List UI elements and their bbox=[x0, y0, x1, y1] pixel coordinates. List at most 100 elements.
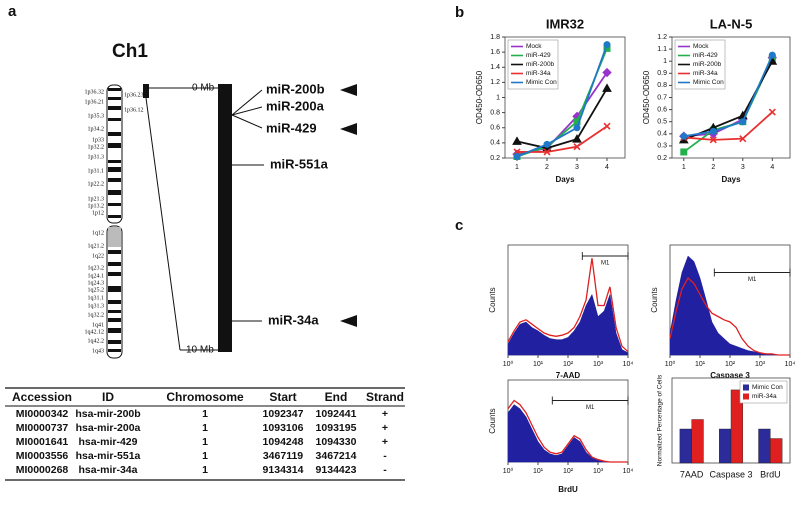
table-cell: 1 bbox=[202, 422, 208, 434]
legend-label: miR-200b bbox=[526, 61, 555, 68]
table-cell: + bbox=[382, 422, 388, 434]
table-cell: 1 bbox=[202, 408, 208, 420]
x-tick-label: 3 bbox=[741, 164, 745, 171]
band-label: 1q41 bbox=[92, 322, 104, 328]
gate bbox=[713, 268, 791, 277]
band-label: 1q21.2 bbox=[88, 243, 105, 249]
ideogram bbox=[106, 84, 123, 359]
band bbox=[108, 340, 121, 344]
series-line bbox=[517, 125, 608, 153]
chart: 10⁰ 10¹ 10² 10³ 10⁴ M1 7-AAD Counts bbox=[488, 244, 633, 380]
y-tick-label: 0.8 bbox=[657, 82, 667, 89]
band-label: 1p36.21 bbox=[85, 99, 105, 105]
scale-bar bbox=[218, 84, 232, 352]
band bbox=[108, 203, 121, 206]
chart: 0.2 0.4 0.6 0.8 1 1.2 1.4 1.6 1.8 1 2 3 4 Mock miR-429… bbox=[475, 16, 626, 184]
band bbox=[108, 349, 121, 352]
band bbox=[108, 132, 121, 136]
band bbox=[108, 300, 121, 304]
marker bbox=[709, 136, 717, 144]
band-label: 1q42.2 bbox=[88, 338, 105, 344]
band-label: 1q32.2 bbox=[88, 312, 105, 318]
band bbox=[108, 167, 121, 172]
marker bbox=[768, 51, 776, 59]
band-label: 1p12 bbox=[92, 210, 104, 216]
band-label: 1q24.1 bbox=[88, 273, 105, 279]
marker bbox=[543, 148, 551, 156]
table-header: End bbox=[325, 390, 348, 404]
bar bbox=[719, 428, 732, 464]
table-cell: 1092441 bbox=[316, 408, 357, 420]
marker bbox=[543, 140, 551, 148]
marker bbox=[739, 135, 747, 143]
y-tick-label: 0.8 bbox=[490, 109, 500, 116]
y-tick-label: 0.3 bbox=[657, 143, 667, 150]
bar bbox=[770, 438, 783, 464]
band-label: 1p35.3 bbox=[88, 113, 105, 119]
band bbox=[108, 97, 121, 100]
band bbox=[108, 250, 121, 254]
x-tick-label: Caspase 3 bbox=[709, 469, 752, 479]
x-tick-label: 10⁰ bbox=[503, 360, 514, 368]
x-tick-label: BrdU bbox=[760, 469, 781, 479]
band bbox=[108, 106, 121, 110]
band-label: 1p36.12 bbox=[124, 107, 144, 113]
table-cell: 3467214 bbox=[316, 450, 357, 462]
arrowhead bbox=[340, 84, 357, 96]
table-cell: 1094330 bbox=[316, 436, 357, 448]
ideogram-title: Ch1 bbox=[112, 41, 148, 62]
y-tick-label: 0.9 bbox=[657, 70, 667, 77]
legend-label: miR-429 bbox=[693, 52, 718, 59]
y-tick-label: 1.6 bbox=[490, 49, 500, 56]
chart: 7AAD Caspase 3 BrdU Mimic Con miR-34a Normali… bbox=[657, 374, 791, 479]
marker bbox=[709, 127, 717, 135]
table-cell: hsa-mir-200b bbox=[75, 408, 140, 420]
y-axis-label: Counts bbox=[488, 287, 497, 312]
table-header: Chromosome bbox=[166, 390, 244, 404]
chart-title: LA-N-5 bbox=[710, 16, 753, 31]
x-axis-label: BrdU bbox=[558, 485, 578, 494]
band-label: 1p34.2 bbox=[88, 126, 105, 132]
band bbox=[108, 160, 121, 163]
table-header: Start bbox=[269, 390, 296, 404]
table-cell: 1 bbox=[202, 464, 208, 476]
legend-box bbox=[739, 380, 788, 404]
x-tick-label: 10⁴ bbox=[785, 361, 796, 368]
gate-label: M1 bbox=[748, 277, 757, 283]
band-label: 1q31.3 bbox=[88, 303, 105, 309]
y-tick-label: 0.6 bbox=[490, 125, 500, 132]
x-tick-label: 10⁴ bbox=[623, 468, 634, 475]
marker bbox=[680, 148, 688, 156]
legend-label: Mimic Con bbox=[526, 79, 557, 86]
table-cell: MI0000737 bbox=[16, 422, 69, 434]
x-tick-label: 3 bbox=[575, 164, 579, 171]
y-tick-label: 1.2 bbox=[490, 79, 500, 86]
zoom-line bbox=[145, 97, 181, 351]
histogram-line bbox=[507, 399, 628, 463]
legend-swatch bbox=[743, 393, 749, 400]
chart: 10⁰ 10¹ 10² 10³ 10⁴ M1 Caspase 3 Counts bbox=[650, 244, 796, 380]
marker bbox=[572, 134, 582, 143]
x-tick-label: 1 bbox=[682, 164, 686, 171]
table-header: Strand bbox=[366, 390, 404, 404]
band bbox=[108, 190, 121, 195]
gene-label: miR-551a bbox=[270, 156, 329, 171]
heterochromatin bbox=[108, 227, 121, 247]
legend-label: miR-34a bbox=[526, 70, 551, 77]
y-axis-label: Normalized Percentage of Cells bbox=[657, 374, 664, 466]
x-tick-label: 10³ bbox=[755, 361, 766, 368]
x-tick-label: 10² bbox=[725, 361, 736, 368]
marker bbox=[512, 136, 522, 145]
table-cell: 9134314 bbox=[263, 464, 304, 476]
band-label: 1p31.1 bbox=[88, 168, 105, 174]
x-tick-label: 10¹ bbox=[695, 361, 706, 368]
band-label: 1q25.2 bbox=[88, 287, 105, 293]
y-tick-label: 0.2 bbox=[490, 155, 500, 162]
gate bbox=[581, 252, 629, 260]
series-line bbox=[516, 87, 608, 150]
marker bbox=[603, 122, 611, 130]
band bbox=[108, 310, 121, 313]
marker bbox=[573, 143, 581, 151]
scale-label: 10 Mb bbox=[186, 345, 214, 356]
band-label: 1q12 bbox=[92, 230, 104, 236]
